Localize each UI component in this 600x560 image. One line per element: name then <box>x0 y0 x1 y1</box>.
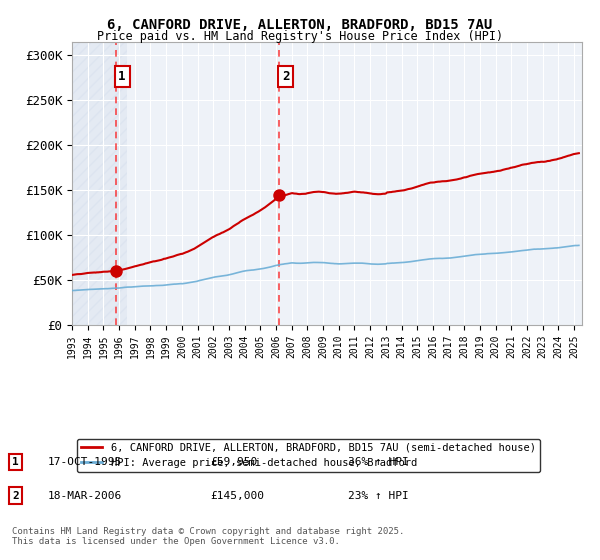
Bar <box>72 42 127 325</box>
Text: 18-MAR-2006: 18-MAR-2006 <box>48 491 122 501</box>
Legend: 6, CANFORD DRIVE, ALLERTON, BRADFORD, BD15 7AU (semi-detached house), HPI: Avera: 6, CANFORD DRIVE, ALLERTON, BRADFORD, BD… <box>77 439 540 472</box>
Text: 23% ↑ HPI: 23% ↑ HPI <box>348 491 409 501</box>
Text: 6, CANFORD DRIVE, ALLERTON, BRADFORD, BD15 7AU: 6, CANFORD DRIVE, ALLERTON, BRADFORD, BD… <box>107 18 493 32</box>
Text: 1: 1 <box>12 457 19 467</box>
Text: Contains HM Land Registry data © Crown copyright and database right 2025.
This d: Contains HM Land Registry data © Crown c… <box>12 526 404 546</box>
Text: 17-OCT-1995: 17-OCT-1995 <box>48 457 122 467</box>
Text: 1: 1 <box>118 70 126 83</box>
Text: 2: 2 <box>12 491 19 501</box>
Text: 2: 2 <box>282 70 289 83</box>
Text: Price paid vs. HM Land Registry's House Price Index (HPI): Price paid vs. HM Land Registry's House … <box>97 30 503 43</box>
Text: £59,950: £59,950 <box>210 457 257 467</box>
Text: £145,000: £145,000 <box>210 491 264 501</box>
Text: 36% ↑ HPI: 36% ↑ HPI <box>348 457 409 467</box>
